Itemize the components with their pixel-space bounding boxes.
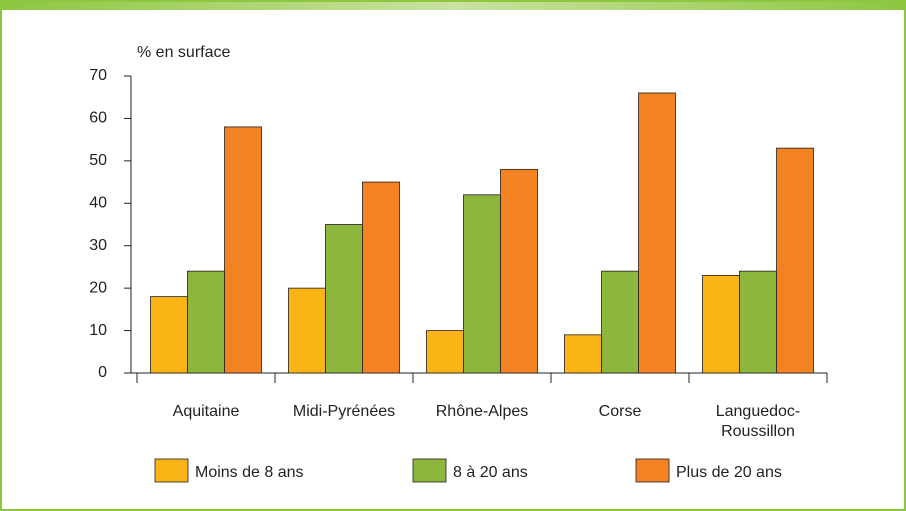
y-tick-label: 40 [89, 195, 107, 212]
y-tick-label: 70 [89, 67, 107, 84]
y-tick-label: 0 [98, 364, 107, 381]
legend-swatch [412, 458, 447, 483]
bar [288, 287, 326, 374]
x-tick-label: Midi-Pyrénées [292, 403, 396, 420]
bar [564, 334, 602, 374]
legend-swatch [635, 458, 670, 483]
bar [362, 181, 400, 374]
legend-label: Plus de 20 ans [676, 464, 782, 481]
bar [500, 168, 538, 374]
top-strip [0, 0, 906, 10]
x-tick-label: Aquitaine [172, 403, 240, 420]
bar [463, 194, 501, 374]
y-axis-label: % en surface [137, 44, 230, 61]
bar [224, 126, 262, 374]
bar [702, 275, 740, 374]
legend-label: 8 à 20 ans [453, 464, 528, 481]
legend-label: Moins de 8 ans [195, 464, 304, 481]
bar [739, 270, 777, 374]
bar [150, 296, 188, 374]
bar [638, 92, 676, 374]
bar [426, 330, 464, 374]
bar [601, 270, 639, 374]
x-tick-label: Corse [598, 403, 642, 420]
y-tick-label: 30 [89, 237, 107, 254]
x-tick-label: Rhône-Alpes [435, 403, 529, 420]
y-tick-label: 60 [89, 110, 107, 127]
bar [187, 270, 225, 374]
y-tick-label: 50 [89, 152, 107, 169]
x-tick-label: Languedoc-Roussillon [715, 403, 801, 440]
bar [776, 147, 814, 374]
y-tick-label: 10 [89, 322, 107, 339]
legend-swatch [154, 458, 189, 483]
y-tick-label: 20 [89, 279, 107, 296]
bar [325, 224, 363, 374]
